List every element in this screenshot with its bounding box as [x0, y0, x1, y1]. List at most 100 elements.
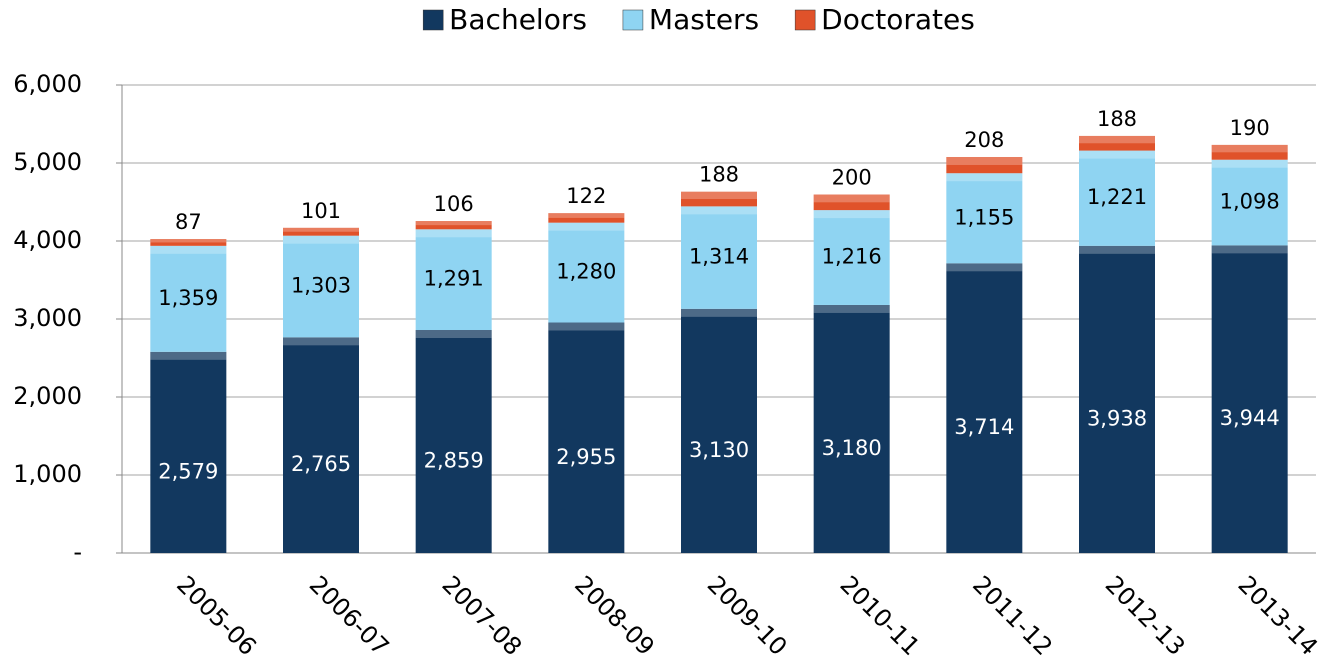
data-label: 3,130 [689, 438, 749, 462]
bar-bevel [415, 229, 492, 238]
x-tick-label: 2012-13 [1100, 570, 1191, 661]
bar-bevel [283, 337, 359, 346]
bar-bevel [681, 191, 757, 200]
data-label: 1,221 [1087, 185, 1147, 209]
legend-swatch [422, 9, 444, 31]
x-tick-label: 2010-11 [834, 570, 925, 661]
data-label: 2,955 [556, 445, 616, 469]
data-label: 87 [175, 210, 202, 234]
y-tick-label: 4,000 [13, 226, 82, 254]
bar-bevel [946, 173, 1023, 182]
x-tick-label: 2011-12 [967, 570, 1058, 661]
y-tick-label: - [73, 538, 82, 566]
bar-bevel [1079, 135, 1155, 144]
bar-bevel [946, 263, 1023, 272]
bar-segment [946, 263, 1023, 553]
x-tick-label: 2008-09 [569, 570, 660, 661]
data-label: 3,714 [954, 415, 1014, 439]
bar-bevel [548, 222, 625, 231]
data-label: 1,303 [291, 274, 351, 298]
bar-segment [1211, 144, 1288, 160]
bar-segment [681, 308, 757, 553]
data-label: 2,765 [291, 452, 351, 476]
data-label: 1,314 [689, 245, 749, 269]
bar-segment [1211, 245, 1288, 554]
bar-segment [946, 173, 1023, 264]
x-tick-label: 2009-10 [702, 570, 793, 661]
data-label: 3,944 [1220, 406, 1280, 430]
bar-bevel [283, 227, 359, 232]
legend-swatch [794, 9, 816, 31]
bar-bevel [548, 213, 625, 218]
data-label: 3,938 [1087, 406, 1147, 430]
bar-segment [150, 351, 227, 553]
bar-segment [946, 156, 1023, 174]
bar-bevel [813, 194, 890, 203]
data-label: 2,859 [424, 448, 484, 472]
bar-segment [813, 304, 890, 553]
bar-segment [283, 235, 359, 338]
bar-bevel [1079, 245, 1155, 254]
y-tick-label: 6,000 [13, 70, 82, 98]
bar-segment [150, 245, 227, 352]
bar-segment [150, 239, 227, 246]
legend-label: Bachelors [449, 3, 587, 36]
bar-bevel [150, 351, 227, 360]
y-tick-label: 3,000 [13, 304, 82, 332]
legend-swatch [622, 9, 644, 31]
bar-bevel [1079, 150, 1155, 159]
bar-bevel [813, 210, 890, 219]
bar-segment [415, 229, 492, 330]
x-tick-label: 2006-07 [304, 570, 395, 661]
data-label: 1,291 [424, 267, 484, 291]
data-label: 3,180 [822, 436, 882, 460]
bar-bevel [1211, 245, 1288, 254]
data-label: 1,098 [1220, 190, 1280, 214]
bar-segment [548, 322, 625, 553]
bar-bevel [1211, 144, 1288, 153]
bar-bevel [283, 235, 359, 244]
data-label: 1,280 [556, 260, 616, 284]
data-label: 188 [1097, 107, 1137, 131]
bar-segment [1079, 150, 1155, 246]
bar-segment [681, 191, 757, 207]
bar-segment [548, 213, 625, 223]
legend-label: Masters [649, 3, 759, 36]
bar-bevel [681, 308, 757, 317]
data-label: 208 [964, 128, 1004, 152]
bar-segment [1079, 245, 1155, 553]
bar-bevel [813, 304, 890, 313]
bar-segment [813, 194, 890, 211]
data-label: 1,216 [822, 245, 882, 269]
data-label: 1,155 [954, 205, 1014, 229]
x-tick-label: 2013-14 [1232, 570, 1323, 661]
bar-bevel [681, 206, 757, 215]
y-tick-label: 5,000 [13, 148, 82, 176]
bar-segment [415, 329, 492, 553]
y-tick-label: 2,000 [13, 382, 82, 410]
bar-bevel [415, 329, 492, 338]
bar-bevel [150, 245, 227, 254]
bar-segment [548, 222, 625, 323]
y-tick-label: 1,000 [13, 460, 82, 488]
data-label: 101 [301, 199, 341, 223]
x-tick-label: 2007-08 [436, 570, 527, 661]
bar-bevel [1211, 159, 1288, 168]
data-label: 200 [832, 166, 872, 190]
data-label: 1,359 [158, 286, 218, 310]
data-label: 2,579 [158, 459, 218, 483]
bar-segment [813, 210, 890, 305]
legend-label: Doctorates [821, 3, 975, 36]
data-label: 188 [699, 163, 739, 187]
data-label: 106 [434, 192, 474, 216]
bar-bevel [415, 221, 492, 226]
data-label: 190 [1230, 116, 1270, 140]
x-tick-label: 2005-06 [171, 570, 262, 661]
bar-segment [1211, 159, 1288, 246]
bar-segment [415, 221, 492, 230]
bar-segment [1079, 135, 1155, 151]
data-label: 122 [566, 184, 606, 208]
bar-bevel [548, 322, 625, 331]
bar-segment [283, 337, 359, 553]
bar-bevel [946, 156, 1023, 165]
